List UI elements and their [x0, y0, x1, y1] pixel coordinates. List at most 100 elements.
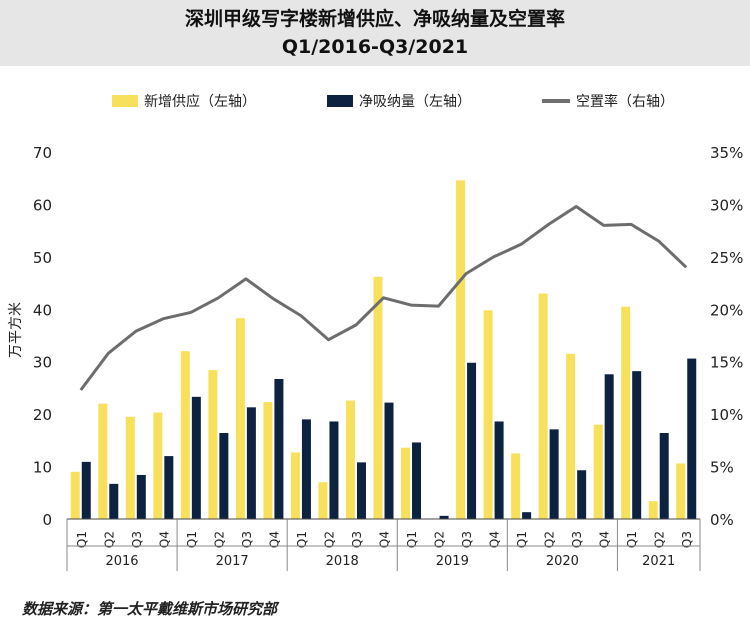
x-tick-label-quarter: Q1	[185, 531, 199, 548]
bar-absorption	[109, 483, 119, 519]
legend-swatch-absorption	[327, 95, 353, 107]
chart-subtitle: Q1/2016-Q3/2021	[281, 36, 469, 58]
x-tick-label-quarter: Q4	[598, 531, 612, 548]
x-tick-label-year: 2019	[436, 554, 469, 569]
bar-absorption	[246, 407, 256, 519]
x-tick-label-quarter: Q2	[543, 531, 557, 548]
y-tick-label-right: 5%	[710, 459, 734, 477]
bar-supply	[98, 403, 108, 519]
y-tick-label-right: 20%	[710, 301, 743, 319]
bar-supply	[483, 310, 493, 519]
y-tick-label-right: 10%	[710, 406, 743, 424]
x-tick-label-quarter: Q4	[378, 531, 392, 548]
legend-label-vacancy: 空置率（右轴）	[576, 94, 674, 110]
bar-absorption	[81, 461, 91, 519]
bar-absorption	[494, 421, 504, 519]
bar-supply	[208, 370, 218, 519]
x-tick-label-quarter: Q3	[570, 531, 584, 548]
bar-supply	[290, 452, 300, 519]
vacancy-rate-line	[79, 205, 688, 391]
bar-supply	[538, 293, 548, 519]
bar-absorption	[219, 433, 229, 519]
y-tick-label-right: 35%	[710, 144, 743, 162]
x-tick-label-quarter: Q3	[130, 531, 144, 548]
x-tick-label-year: 2020	[546, 554, 579, 569]
bar-supply	[235, 318, 245, 519]
x-tick-label-quarter: Q4	[267, 531, 281, 548]
x-tick-label-quarter: Q3	[680, 531, 694, 548]
x-tick-label-quarter: Q4	[488, 531, 502, 548]
bar-absorption	[301, 419, 311, 519]
y-tick-label-left: 50	[33, 249, 52, 267]
chart-title: 深圳甲级写字楼新增供应、净吸纳量及空置率	[184, 8, 565, 30]
x-tick-label-year: 2017	[216, 554, 249, 569]
bar-supply	[125, 416, 135, 519]
bar-supply	[318, 482, 328, 519]
bar-absorption	[136, 474, 146, 519]
x-tick-label-quarter: Q1	[75, 531, 89, 548]
x-tick-label-quarter: Q4	[157, 531, 171, 548]
bar-absorption	[191, 396, 201, 519]
y-axis-label: 万平方米	[8, 302, 24, 358]
bar-absorption	[549, 429, 559, 519]
y-tick-label-left: 10	[33, 459, 52, 477]
y-tick-label-right: 15%	[710, 354, 743, 372]
bar-absorption	[274, 379, 284, 519]
y-tick-label-right: 0%	[710, 511, 734, 529]
x-tick-label-quarter: Q2	[653, 531, 667, 548]
y-tick-label-left: 30	[33, 354, 52, 372]
source-note: 数据来源：第一太平戴维斯市场研究部	[22, 600, 278, 618]
bar-supply	[70, 471, 80, 519]
x-tick-label-year: 2018	[326, 554, 359, 569]
bar-absorption	[412, 442, 422, 519]
legend-label-absorption: 净吸纳量（左轴）	[359, 94, 471, 110]
bar-absorption	[522, 512, 532, 519]
legend-item-vacancy: 空置率（右轴）	[542, 91, 674, 111]
bar-supply	[676, 463, 686, 519]
x-tick-label-year: 2016	[105, 554, 138, 569]
x-tick-label-quarter: Q1	[515, 531, 529, 548]
bar-absorption	[467, 362, 477, 519]
x-tick-label-year: 2021	[642, 554, 675, 569]
x-tick-label-quarter: Q2	[433, 531, 447, 548]
y-tick-label-right: 25%	[710, 249, 743, 267]
bar-supply	[180, 351, 190, 519]
y-tick-label-right: 30%	[710, 196, 743, 214]
bar-supply	[345, 400, 355, 519]
bar-absorption	[164, 456, 174, 519]
x-tick-label-quarter: Q1	[405, 531, 419, 548]
y-tick-label-left: 40	[33, 301, 52, 319]
legend-item-supply: 新增供应（左轴）	[112, 91, 256, 111]
y-tick-label-left: 20	[33, 406, 52, 424]
bar-absorption	[439, 515, 449, 519]
x-tick-label-quarter: Q3	[240, 531, 254, 548]
x-tick-label-quarter: Q2	[102, 531, 116, 548]
bar-absorption	[384, 402, 394, 519]
bar-absorption	[687, 358, 697, 519]
bar-supply	[153, 412, 163, 519]
x-tick-label-quarter: Q2	[212, 531, 226, 548]
legend-item-absorption: 净吸纳量（左轴）	[327, 91, 471, 111]
legend-swatch-supply	[112, 95, 138, 107]
bar-absorption	[577, 470, 587, 519]
bar-supply	[401, 447, 411, 519]
legend-swatch-vacancy	[542, 99, 570, 103]
y-tick-label-left: 60	[33, 196, 52, 214]
bar-supply	[648, 501, 658, 519]
bar-absorption	[604, 374, 614, 519]
bar-supply	[456, 180, 466, 519]
bar-supply	[511, 453, 521, 519]
bar-absorption	[329, 421, 339, 519]
x-tick-label-quarter: Q3	[350, 531, 364, 548]
bar-absorption	[659, 433, 669, 519]
bar-absorption	[356, 462, 366, 519]
legend: 新增供应（左轴） 净吸纳量（左轴） 空置率（右轴）	[0, 91, 750, 113]
bar-supply	[263, 402, 273, 519]
bar-supply	[373, 276, 383, 519]
bar-supply	[621, 306, 631, 519]
legend-label-supply: 新增供应（左轴）	[144, 94, 256, 110]
bar-supply	[566, 353, 576, 519]
bar-absorption	[632, 371, 642, 519]
x-tick-label-quarter: Q3	[460, 531, 474, 548]
bar-supply	[593, 424, 603, 519]
